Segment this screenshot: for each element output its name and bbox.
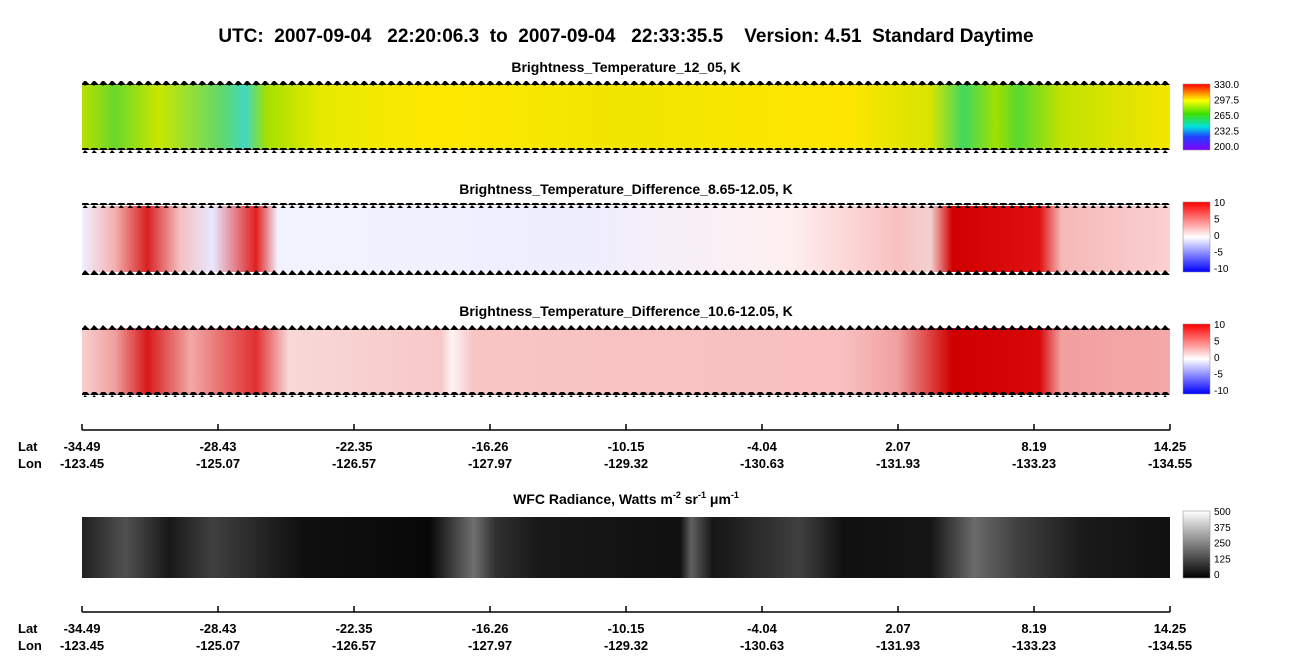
track-edge [82, 148, 1170, 153]
lon-tick-label: -127.97 [468, 456, 512, 471]
lat-tick-label: 14.25 [1154, 621, 1187, 636]
colorbar-tick-label: 10 [1214, 320, 1226, 331]
track-edge [82, 270, 1170, 275]
colorbar-tick-label: -5 [1214, 370, 1223, 381]
lon-tick-label: -133.23 [1012, 456, 1056, 471]
title-part: sr [681, 491, 699, 507]
lon-tick-label: -129.32 [604, 456, 648, 471]
lat-tick-label: 8.19 [1021, 439, 1046, 454]
image-strip [82, 206, 1170, 272]
colorbar-tick-label: 0 [1214, 570, 1220, 581]
superscript: -1 [731, 490, 739, 500]
panel-title: WFC Radiance, Watts m-2 sr-1 μm-1 [513, 490, 739, 507]
panels: Brightness_Temperature_12_05, K 330.0 297.… [82, 59, 1239, 581]
lat-tick-label: -4.04 [747, 439, 777, 454]
title-part: WFC Radiance, Watts m [513, 491, 673, 507]
title-part: Brightness_Temperature_12_05, K [511, 59, 740, 75]
colorbar-tick-label: 232.5 [1214, 127, 1239, 138]
colorbar-tick-label: 0 [1214, 353, 1220, 364]
lat-label: Lat [18, 621, 38, 636]
lon-tick-label: -127.97 [468, 638, 512, 653]
colorbar [1182, 510, 1211, 579]
track-edge [82, 392, 1170, 397]
colorbar-tick-label: -10 [1214, 386, 1229, 397]
lat-tick-label: -28.43 [200, 621, 237, 636]
lon-tick-label: -125.07 [196, 638, 240, 653]
lon-tick-label: -133.23 [1012, 638, 1056, 653]
lon-label: Lon [18, 638, 42, 653]
colorbar-tick-label: -10 [1214, 264, 1229, 275]
lat-tick-label: -22.35 [336, 439, 373, 454]
lon-tick-label: -123.45 [60, 638, 104, 653]
colorbar-tick-label: 250 [1214, 539, 1231, 550]
superscript: -1 [698, 490, 706, 500]
lon-tick-label: -126.57 [332, 638, 376, 653]
lon-tick-label: -134.55 [1148, 456, 1192, 471]
track-edge [82, 325, 1170, 330]
colorbar-tick-label: -5 [1214, 248, 1223, 259]
lat-tick-label: -22.35 [336, 621, 373, 636]
colorbar-tick-label: 10 [1214, 198, 1226, 209]
lon-tick-label: -129.32 [604, 638, 648, 653]
lat-tick-label: -4.04 [747, 621, 777, 636]
colorbar-tick-label: 5 [1214, 215, 1220, 226]
colorbar-tick-label: 375 [1214, 523, 1231, 534]
panel-title: Brightness_Temperature_Difference_8.65-1… [459, 181, 793, 197]
lat-tick-label: 8.19 [1021, 621, 1046, 636]
lon-tick-label: -130.63 [740, 638, 784, 653]
lat-tick-label: -28.43 [200, 439, 237, 454]
colorbar-tick-label: 500 [1214, 507, 1231, 518]
colorbar-tick-label: 5 [1214, 337, 1220, 348]
lon-label: Lon [18, 456, 42, 471]
lon-tick-label: -131.93 [876, 638, 920, 653]
lat-tick-label: -16.26 [472, 621, 509, 636]
lon-tick-label: -130.63 [740, 456, 784, 471]
colorbar [1182, 83, 1211, 151]
lat-tick-label: -34.49 [64, 621, 101, 636]
title-part: μm [706, 491, 731, 507]
lat-tick-label: -34.49 [64, 439, 101, 454]
image-strip [82, 328, 1170, 394]
colorbar-tick-label: 200.0 [1214, 142, 1239, 153]
colorbar-tick-label: 297.5 [1214, 96, 1239, 107]
lon-tick-label: -123.45 [60, 456, 104, 471]
lat-tick-label: -16.26 [472, 439, 509, 454]
track-edge [82, 81, 1170, 86]
panel-title: Brightness_Temperature_12_05, K [511, 59, 740, 75]
title-part: Brightness_Temperature_Difference_10.6-1… [459, 303, 793, 319]
lon-tick-label: -134.55 [1148, 638, 1192, 653]
colorbar-tick-label: 330.0 [1214, 80, 1239, 91]
image-strip [82, 84, 1170, 150]
lat-tick-label: 2.07 [885, 621, 910, 636]
lat-tick-label: -10.15 [608, 439, 645, 454]
colorbar [1182, 201, 1211, 273]
panel-title: Brightness_Temperature_Difference_10.6-1… [459, 303, 793, 319]
image-strip [82, 517, 1170, 578]
colorbar-tick-label: 125 [1214, 554, 1231, 565]
lon-tick-label: -126.57 [332, 456, 376, 471]
colorbar-tick-label: 0 [1214, 231, 1220, 242]
lon-tick-label: -125.07 [196, 456, 240, 471]
title-part: Brightness_Temperature_Difference_8.65-1… [459, 181, 793, 197]
lat-label: Lat [18, 439, 38, 454]
page-title: UTC: 2007-09-04 22:20:06.3 to 2007-09-04… [218, 26, 1033, 47]
superscript: -2 [673, 490, 681, 500]
track-edge [82, 203, 1170, 208]
lat-tick-label: -10.15 [608, 621, 645, 636]
colorbar-tick-label: 265.0 [1214, 111, 1239, 122]
lon-tick-label: -131.93 [876, 456, 920, 471]
axes: Lat Lon -34.49 -123.45 -28.43 -125.07 -22.35 -1… [18, 424, 1192, 653]
lat-tick-label: 2.07 [885, 439, 910, 454]
colorbar [1182, 323, 1211, 395]
lat-tick-label: 14.25 [1154, 439, 1187, 454]
